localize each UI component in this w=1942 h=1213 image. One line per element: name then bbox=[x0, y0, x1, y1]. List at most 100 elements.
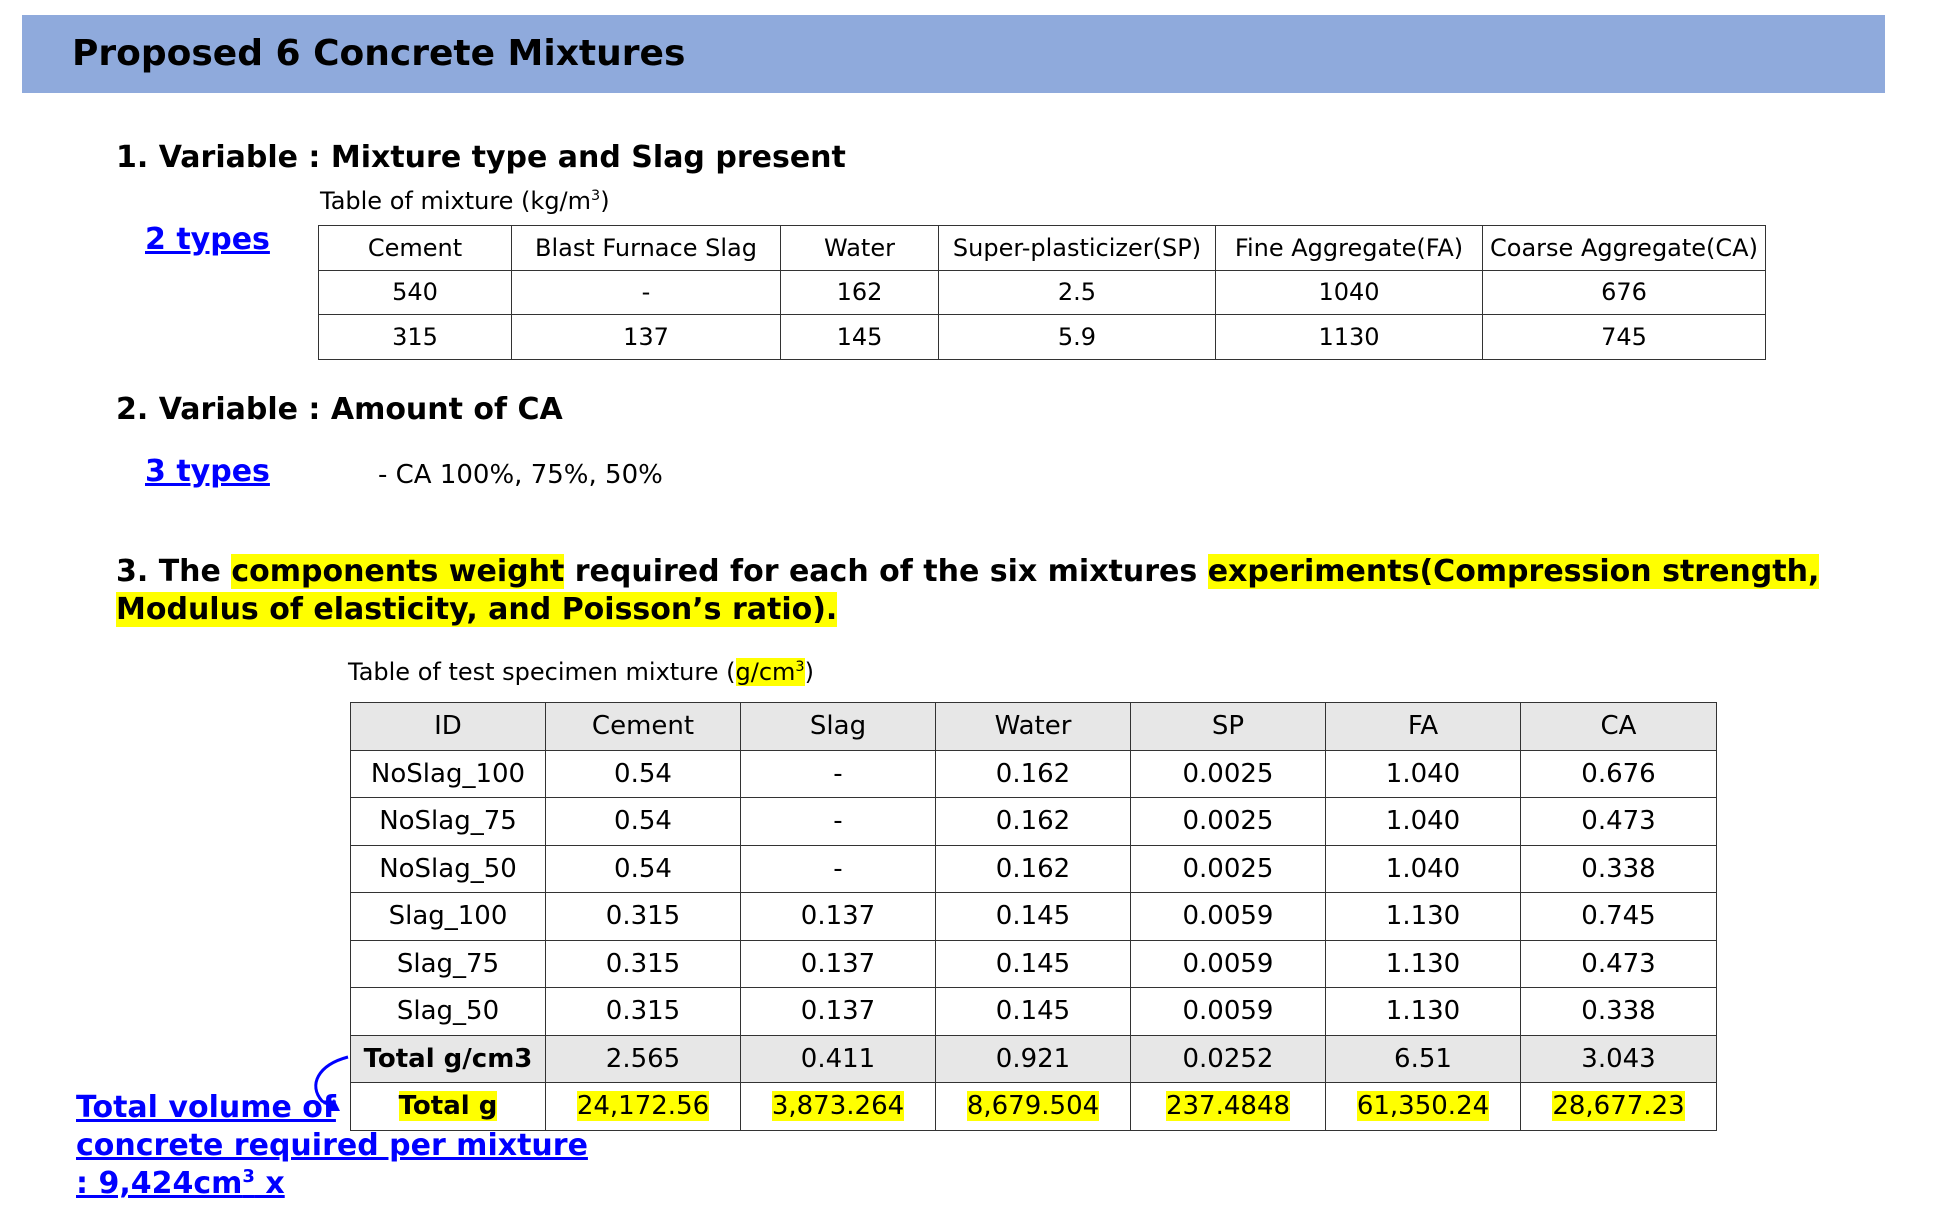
table-cell: 0.473 bbox=[1520, 939, 1717, 988]
table-cell: 0.137 bbox=[740, 939, 936, 988]
table-cell: 1130 bbox=[1215, 314, 1483, 360]
specimen-table-caption: Table of test specimen mixture (g/cm3) bbox=[348, 656, 814, 688]
table-cell: 0.137 bbox=[740, 892, 936, 941]
table-cell: 0.0059 bbox=[1130, 939, 1326, 988]
table-cell: 0.338 bbox=[1520, 844, 1717, 893]
table-cell: 6.51 bbox=[1325, 1034, 1521, 1083]
section1-heading: 1. Variable : Mixture type and Slag pres… bbox=[116, 140, 846, 175]
table-cell: 0.162 bbox=[935, 797, 1131, 846]
col-header: Water bbox=[935, 702, 1131, 751]
table-cell: 1040 bbox=[1215, 269, 1483, 315]
note-sup: 3 bbox=[242, 1166, 255, 1187]
col-header: Fine Aggregate(FA) bbox=[1215, 225, 1483, 271]
col-header: FA bbox=[1325, 702, 1521, 751]
table-cell: 0.145 bbox=[935, 939, 1131, 988]
table-cell: 0.315 bbox=[545, 939, 741, 988]
table-cell: 0.411 bbox=[740, 1034, 936, 1083]
heading-part: required for each of the six mixtures bbox=[564, 554, 1208, 589]
table-row: Slag_50 0.315 0.137 0.145 0.0059 1.130 0… bbox=[350, 987, 1717, 1036]
ca-amounts: - CA 100%, 75%, 50% bbox=[378, 460, 663, 490]
table-cell: 28,677.23 bbox=[1520, 1082, 1717, 1131]
table-cell: 0.54 bbox=[545, 749, 741, 798]
volume-note: Total volume of concrete required per mi… bbox=[76, 1089, 596, 1203]
caption-text: Table of mixture (kg/m bbox=[320, 187, 592, 215]
note-line: : 9,424cm3 x bbox=[76, 1165, 596, 1203]
highlighted-value: 237.4848 bbox=[1165, 1091, 1291, 1122]
table-cell: 676 bbox=[1482, 269, 1766, 315]
section2-heading: 2. Variable : Amount of CA bbox=[116, 392, 563, 427]
table-cell: 162 bbox=[780, 269, 939, 315]
table-cell: NoSlag_50 bbox=[350, 844, 546, 893]
total-density-row: Total g/cm3 2.565 0.411 0.921 0.0252 6.5… bbox=[350, 1034, 1717, 1083]
highlighted-value: 28,677.23 bbox=[1552, 1091, 1685, 1122]
table-cell: 0.745 bbox=[1520, 892, 1717, 941]
col-header: Cement bbox=[545, 702, 741, 751]
table-cell: 0.676 bbox=[1520, 749, 1717, 798]
note-line: Total volume of bbox=[76, 1090, 336, 1125]
col-header: ID bbox=[350, 702, 546, 751]
table-cell: 1.130 bbox=[1325, 987, 1521, 1036]
total-grams-row: Total g 24,172.56 3,873.264 8,679.504 23… bbox=[350, 1082, 1717, 1131]
table-cell: NoSlag_100 bbox=[350, 749, 546, 798]
table-cell: 145 bbox=[780, 314, 939, 360]
table-cell: NoSlag_75 bbox=[350, 797, 546, 846]
col-header: Cement bbox=[318, 225, 512, 271]
table-cell: 0.162 bbox=[935, 844, 1131, 893]
table-cell: 0.473 bbox=[1520, 797, 1717, 846]
table-cell: 0.0025 bbox=[1130, 844, 1326, 893]
table-cell: 0.162 bbox=[935, 749, 1131, 798]
table-cell: 0.338 bbox=[1520, 987, 1717, 1036]
note-text: x bbox=[254, 1166, 285, 1201]
table-cell: - bbox=[740, 844, 936, 893]
caption-sup: 3 bbox=[795, 659, 805, 675]
table-cell: 2.565 bbox=[545, 1034, 741, 1083]
highlighted-phrase: components weight bbox=[231, 554, 565, 589]
table-cell: 3.043 bbox=[1520, 1034, 1717, 1083]
table-cell: 0.0059 bbox=[1130, 987, 1326, 1036]
table-cell: 0.921 bbox=[935, 1034, 1131, 1083]
mixture-table: Cement Blast Furnace Slag Water Super-pl… bbox=[318, 225, 1766, 360]
table-cell: 0.315 bbox=[545, 892, 741, 941]
table-row: 540 - 162 2.5 1040 676 bbox=[318, 269, 1766, 315]
table-cell: 0.0252 bbox=[1130, 1034, 1326, 1083]
table-cell: 0.137 bbox=[740, 987, 936, 1036]
table-cell: 8,679.504 bbox=[935, 1082, 1131, 1131]
note-line: concrete required per mixture bbox=[76, 1128, 588, 1163]
title-bar bbox=[22, 15, 1885, 93]
caption-text: Table of test specimen mixture ( bbox=[348, 658, 736, 686]
caption-close: ) bbox=[600, 187, 610, 215]
highlighted-value: 8,679.504 bbox=[966, 1091, 1100, 1122]
specimen-table: ID Cement Slag Water SP FA CA NoSlag_100… bbox=[350, 702, 1717, 1131]
table-cell: 1.040 bbox=[1325, 797, 1521, 846]
highlighted-value: Total g bbox=[398, 1091, 498, 1122]
table-cell: 0.54 bbox=[545, 797, 741, 846]
table-cell: 0.0025 bbox=[1130, 797, 1326, 846]
col-header: Blast Furnace Slag bbox=[511, 225, 781, 271]
table-cell: 5.9 bbox=[938, 314, 1216, 360]
table-cell: 237.4848 bbox=[1130, 1082, 1326, 1131]
table-cell: 0.315 bbox=[545, 987, 741, 1036]
col-header: Slag bbox=[740, 702, 936, 751]
caption-unit: g/cm3 bbox=[735, 658, 805, 686]
table-row: Slag_75 0.315 0.137 0.145 0.0059 1.130 0… bbox=[350, 939, 1717, 988]
col-header: Water bbox=[780, 225, 939, 271]
section3-heading: 3. The components weight required for ea… bbox=[116, 553, 1836, 629]
table-cell: Total g/cm3 bbox=[350, 1034, 546, 1083]
table-cell: - bbox=[511, 269, 781, 315]
highlighted-value: 3,873.264 bbox=[771, 1091, 905, 1122]
two-types-link[interactable]: 2 types bbox=[145, 222, 270, 257]
table-cell: 0.54 bbox=[545, 844, 741, 893]
table-cell: Slag_50 bbox=[350, 987, 546, 1036]
table-cell: 540 bbox=[318, 269, 512, 315]
table-cell: Slag_100 bbox=[350, 892, 546, 941]
table-cell: 137 bbox=[511, 314, 781, 360]
three-types-link[interactable]: 3 types bbox=[145, 454, 270, 489]
table-cell: 2.5 bbox=[938, 269, 1216, 315]
table-cell: 1.040 bbox=[1325, 844, 1521, 893]
table-cell: 315 bbox=[318, 314, 512, 360]
table-cell: 0.145 bbox=[935, 987, 1131, 1036]
col-header: SP bbox=[1130, 702, 1326, 751]
table-cell: 0.0025 bbox=[1130, 749, 1326, 798]
page-title: Proposed 6 Concrete Mixtures bbox=[72, 33, 686, 74]
highlighted-value: 24,172.56 bbox=[576, 1091, 710, 1122]
